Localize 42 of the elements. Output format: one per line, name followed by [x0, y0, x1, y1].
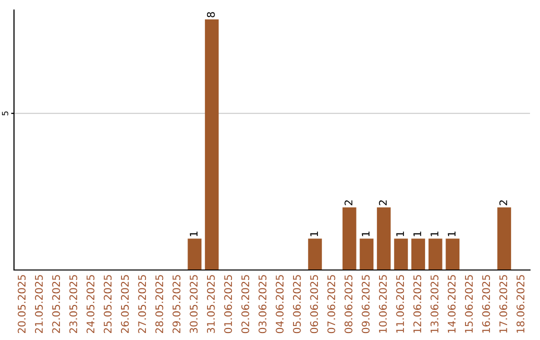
- data-label: 1: [430, 232, 438, 236]
- x-tick-label: 25.05.2025: [104, 275, 112, 334]
- x-tick-label: 05.06.2025: [292, 275, 301, 334]
- y-tick-label: 5: [2, 111, 8, 116]
- x-tick-label: 28.05.2025: [155, 275, 164, 334]
- x-tick-label: 10.06.2025: [378, 275, 387, 333]
- x-tick-label: 21.05.2025: [34, 275, 43, 334]
- x-tick-label: 26.05.2025: [120, 275, 129, 334]
- x-tick-label: 29.05.2025: [172, 275, 180, 334]
- x-tick-label: 20.05.2025: [18, 275, 26, 334]
- x-tick-label: 09.06.2025: [362, 275, 370, 334]
- x-tick-label: 07.06.2025: [327, 275, 336, 334]
- x-tick-label: 24.05.2025: [86, 275, 94, 334]
- x-tick-label: 16.06.2025: [482, 275, 490, 333]
- data-label: 8: [206, 12, 215, 18]
- data-label: 1: [362, 232, 370, 236]
- x-tick-label: 23.05.2025: [69, 275, 78, 334]
- x-tick-label: 14.06.2025: [448, 275, 456, 333]
- data-label: 1: [310, 232, 318, 236]
- x-tick-label: 17.06.2025: [499, 275, 508, 333]
- x-tick-label: 01.06.2025: [224, 275, 232, 334]
- data-label: 2: [378, 200, 387, 206]
- data-label: 2: [499, 200, 508, 206]
- x-tick-label: 06.06.2025: [310, 275, 318, 334]
- x-tick-label: 22.05.2025: [52, 275, 60, 334]
- x-tick-label: 11.06.2025: [396, 275, 404, 333]
- x-tick-label: 13.06.2025: [430, 275, 438, 333]
- data-label: 2: [344, 200, 352, 206]
- data-label: 1: [190, 232, 198, 236]
- x-tick-label: 02.06.2025: [241, 275, 250, 334]
- x-tick-label: 31.05.2025: [206, 275, 215, 334]
- x-tick-label: 08.06.2025: [344, 275, 352, 334]
- x-tick-label: 12.06.2025: [413, 275, 422, 333]
- x-tick-label: 15.06.2025: [464, 275, 473, 333]
- data-label: 1: [413, 232, 422, 236]
- x-tick-label: 27.05.2025: [138, 275, 146, 334]
- x-tick-label: 18.06.2025: [516, 275, 524, 333]
- x-tick-label: 03.06.2025: [258, 275, 266, 334]
- data-label: 1: [396, 232, 404, 236]
- x-tick-label: 04.06.2025: [276, 275, 284, 334]
- x-tick-label: 30.05.2025: [190, 275, 198, 334]
- data-label: 1: [448, 232, 456, 236]
